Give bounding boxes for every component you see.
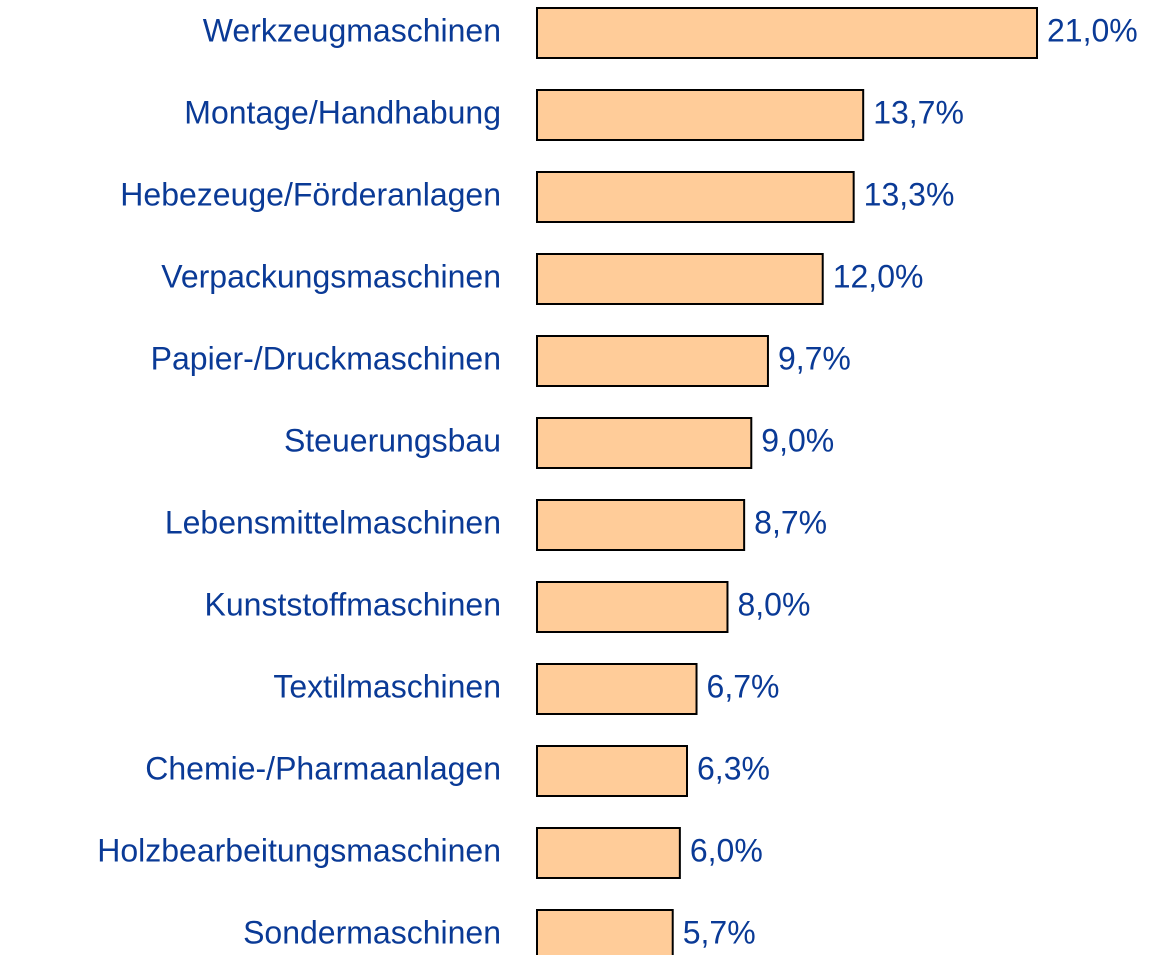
category-label: Textilmaschinen bbox=[273, 668, 501, 704]
category-label: Kunststoffmaschinen bbox=[205, 586, 501, 622]
bar bbox=[536, 581, 729, 633]
bar bbox=[536, 7, 1038, 59]
value-label: 6,3% bbox=[697, 750, 770, 786]
category-label: Steuerungsbau bbox=[284, 422, 501, 458]
value-label: 13,3% bbox=[864, 176, 955, 212]
bar bbox=[536, 253, 824, 305]
value-label: 9,7% bbox=[778, 340, 851, 376]
value-label: 21,0% bbox=[1047, 12, 1138, 48]
category-label: Verpackungsmaschinen bbox=[161, 258, 501, 294]
category-label: Hebezeuge/Förderanlagen bbox=[120, 176, 501, 212]
bar bbox=[536, 745, 688, 797]
value-label: 12,0% bbox=[833, 258, 924, 294]
category-label: Papier-/Druckmaschinen bbox=[151, 340, 501, 376]
value-label: 8,0% bbox=[737, 586, 810, 622]
bar bbox=[536, 335, 769, 387]
category-label: Chemie-/Pharmaanlagen bbox=[145, 750, 501, 786]
bar bbox=[536, 89, 865, 141]
category-label: Werkzeugmaschinen bbox=[203, 12, 501, 48]
bar bbox=[536, 909, 674, 955]
value-label: 5,7% bbox=[683, 914, 756, 950]
value-label: 6,0% bbox=[690, 832, 763, 868]
bar bbox=[536, 827, 681, 879]
value-label: 6,7% bbox=[707, 668, 780, 704]
category-label: Sondermaschinen bbox=[243, 914, 501, 950]
bar bbox=[536, 663, 698, 715]
bar bbox=[536, 499, 746, 551]
bar bbox=[536, 417, 753, 469]
category-label: Lebensmittelmaschinen bbox=[165, 504, 501, 540]
value-label: 9,0% bbox=[761, 422, 834, 458]
bar bbox=[536, 171, 855, 223]
category-label: Montage/Handhabung bbox=[184, 94, 501, 130]
category-label: Holzbearbeitungsmaschinen bbox=[97, 832, 501, 868]
value-label: 13,7% bbox=[873, 94, 964, 130]
value-label: 8,7% bbox=[754, 504, 827, 540]
